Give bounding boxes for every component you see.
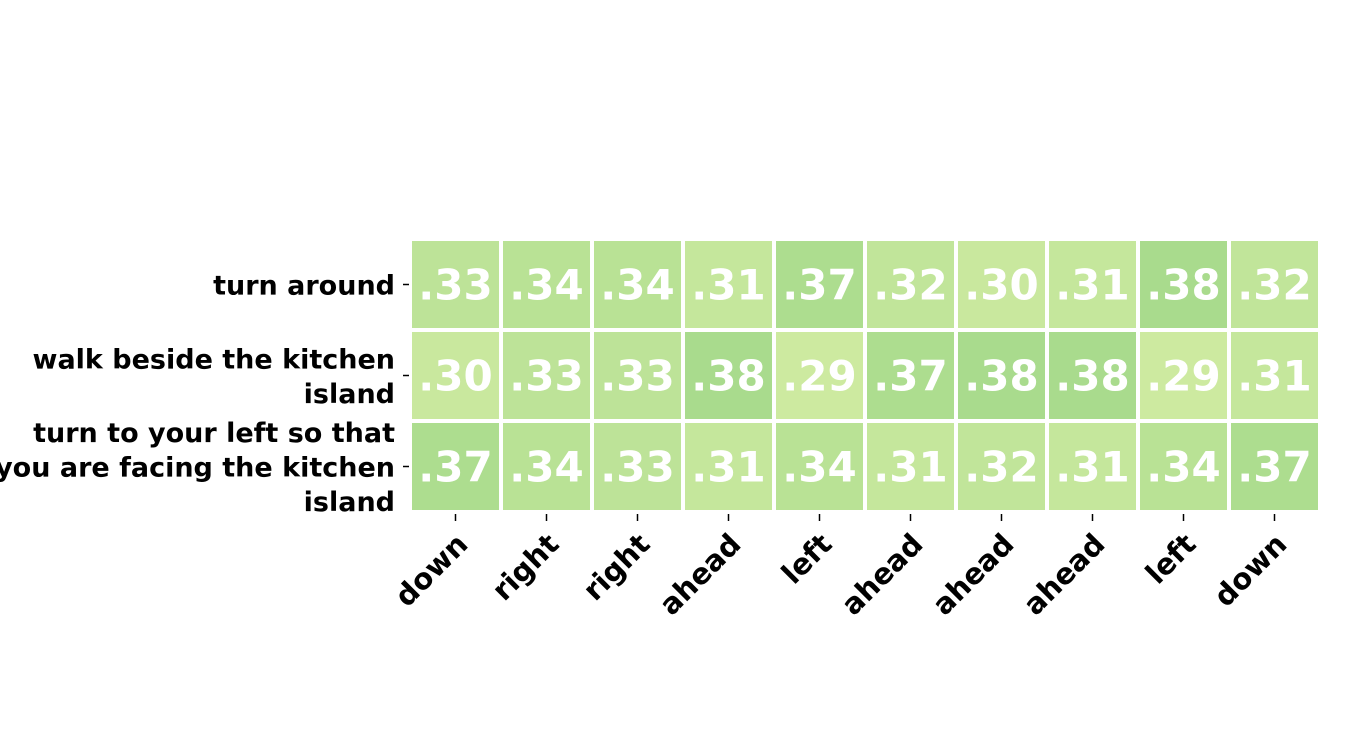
heatmap-cell bbox=[1231, 332, 1318, 419]
heatmap-cell bbox=[1140, 423, 1227, 510]
heatmap-cell bbox=[1231, 241, 1318, 328]
heatmap-cell bbox=[1140, 241, 1227, 328]
cell-value-label: .29 bbox=[782, 352, 856, 401]
heatmap-cell bbox=[867, 423, 954, 510]
cell-value-label: .33 bbox=[600, 443, 674, 492]
cell-value-label: .34 bbox=[509, 261, 583, 310]
column-label: ahead bbox=[1017, 527, 1112, 622]
row-label: turn around bbox=[213, 271, 395, 302]
row-label-line: turn around bbox=[213, 271, 395, 302]
heatmap-cell bbox=[685, 241, 772, 328]
cell-value-label: .38 bbox=[1055, 352, 1129, 401]
column-label: left bbox=[775, 527, 839, 591]
heatmap-cell bbox=[412, 241, 499, 328]
heatmap-cell bbox=[776, 332, 863, 419]
cell-value-label: .33 bbox=[418, 261, 492, 310]
row-label-line: island bbox=[304, 487, 395, 518]
heatmap-cell bbox=[594, 332, 681, 419]
cell-value-label: .32 bbox=[964, 443, 1038, 492]
row-label: walk beside the kitchen island bbox=[33, 344, 396, 410]
cell-value-label: .37 bbox=[782, 261, 856, 310]
cell-value-label: .37 bbox=[418, 443, 492, 492]
column-label: down bbox=[388, 527, 474, 613]
heatmap-cell bbox=[1231, 423, 1318, 510]
heatmap-cell bbox=[685, 423, 772, 510]
heatmap-cell bbox=[776, 241, 863, 328]
column-label: ahead bbox=[653, 527, 748, 622]
heatmap-cell bbox=[1049, 423, 1136, 510]
cell-value-label: .34 bbox=[600, 261, 674, 310]
column-label: down bbox=[1207, 527, 1293, 613]
heatmap-cell bbox=[594, 423, 681, 510]
cell-value-label: .31 bbox=[873, 443, 947, 492]
cell-value-label: .33 bbox=[509, 352, 583, 401]
cell-value-label: .31 bbox=[1055, 261, 1129, 310]
cell-value-label: .37 bbox=[1237, 443, 1311, 492]
column-label: left bbox=[1139, 527, 1203, 591]
column-label: right bbox=[485, 527, 565, 607]
cell-value-label: .34 bbox=[782, 443, 856, 492]
cell-value-label: .31 bbox=[1237, 352, 1311, 401]
heatmap-cell bbox=[867, 332, 954, 419]
cell-value-label: .32 bbox=[1237, 261, 1311, 310]
heatmap-cell bbox=[594, 241, 681, 328]
heatmap-cell bbox=[958, 241, 1045, 328]
heatmap-cell bbox=[503, 241, 590, 328]
heatmap-cell bbox=[1140, 332, 1227, 419]
cell-value-label: .38 bbox=[1146, 261, 1220, 310]
cell-value-label: .37 bbox=[873, 352, 947, 401]
heatmap-cell bbox=[776, 423, 863, 510]
heatmap-cell bbox=[503, 332, 590, 419]
row-label: turn to your left so that you are facing … bbox=[0, 418, 395, 518]
heatmap-cell bbox=[867, 241, 954, 328]
cell-value-label: .31 bbox=[1055, 443, 1129, 492]
cell-value-label: .34 bbox=[1146, 443, 1220, 492]
heatmap-cell bbox=[958, 332, 1045, 419]
cell-value-label: .34 bbox=[509, 443, 583, 492]
cell-value-label: .30 bbox=[418, 352, 492, 401]
cell-value-label: .33 bbox=[600, 352, 674, 401]
cell-value-label: .30 bbox=[964, 261, 1038, 310]
cell-value-label: .38 bbox=[964, 352, 1038, 401]
row-label-line: turn to your left so that bbox=[33, 418, 395, 449]
column-label: right bbox=[576, 527, 656, 607]
cell-value-label: .31 bbox=[691, 443, 765, 492]
cell-value-label: .38 bbox=[691, 352, 765, 401]
heatmap-cell bbox=[412, 423, 499, 510]
row-label-line: island bbox=[304, 379, 395, 410]
heatmap-cell bbox=[1049, 332, 1136, 419]
heatmap-cell bbox=[685, 332, 772, 419]
column-label: ahead bbox=[926, 527, 1021, 622]
heatmap-cell bbox=[412, 332, 499, 419]
cell-value-label: .32 bbox=[873, 261, 947, 310]
cell-value-label: .31 bbox=[691, 261, 765, 310]
row-label-line: walk beside the kitchen bbox=[33, 344, 396, 375]
row-label-line: you are facing the kitchen bbox=[0, 453, 395, 484]
heatmap-cell bbox=[503, 423, 590, 510]
column-label: ahead bbox=[835, 527, 930, 622]
heatmap-cell bbox=[958, 423, 1045, 510]
heatmap-cell bbox=[1049, 241, 1136, 328]
cell-value-label: .29 bbox=[1146, 352, 1220, 401]
